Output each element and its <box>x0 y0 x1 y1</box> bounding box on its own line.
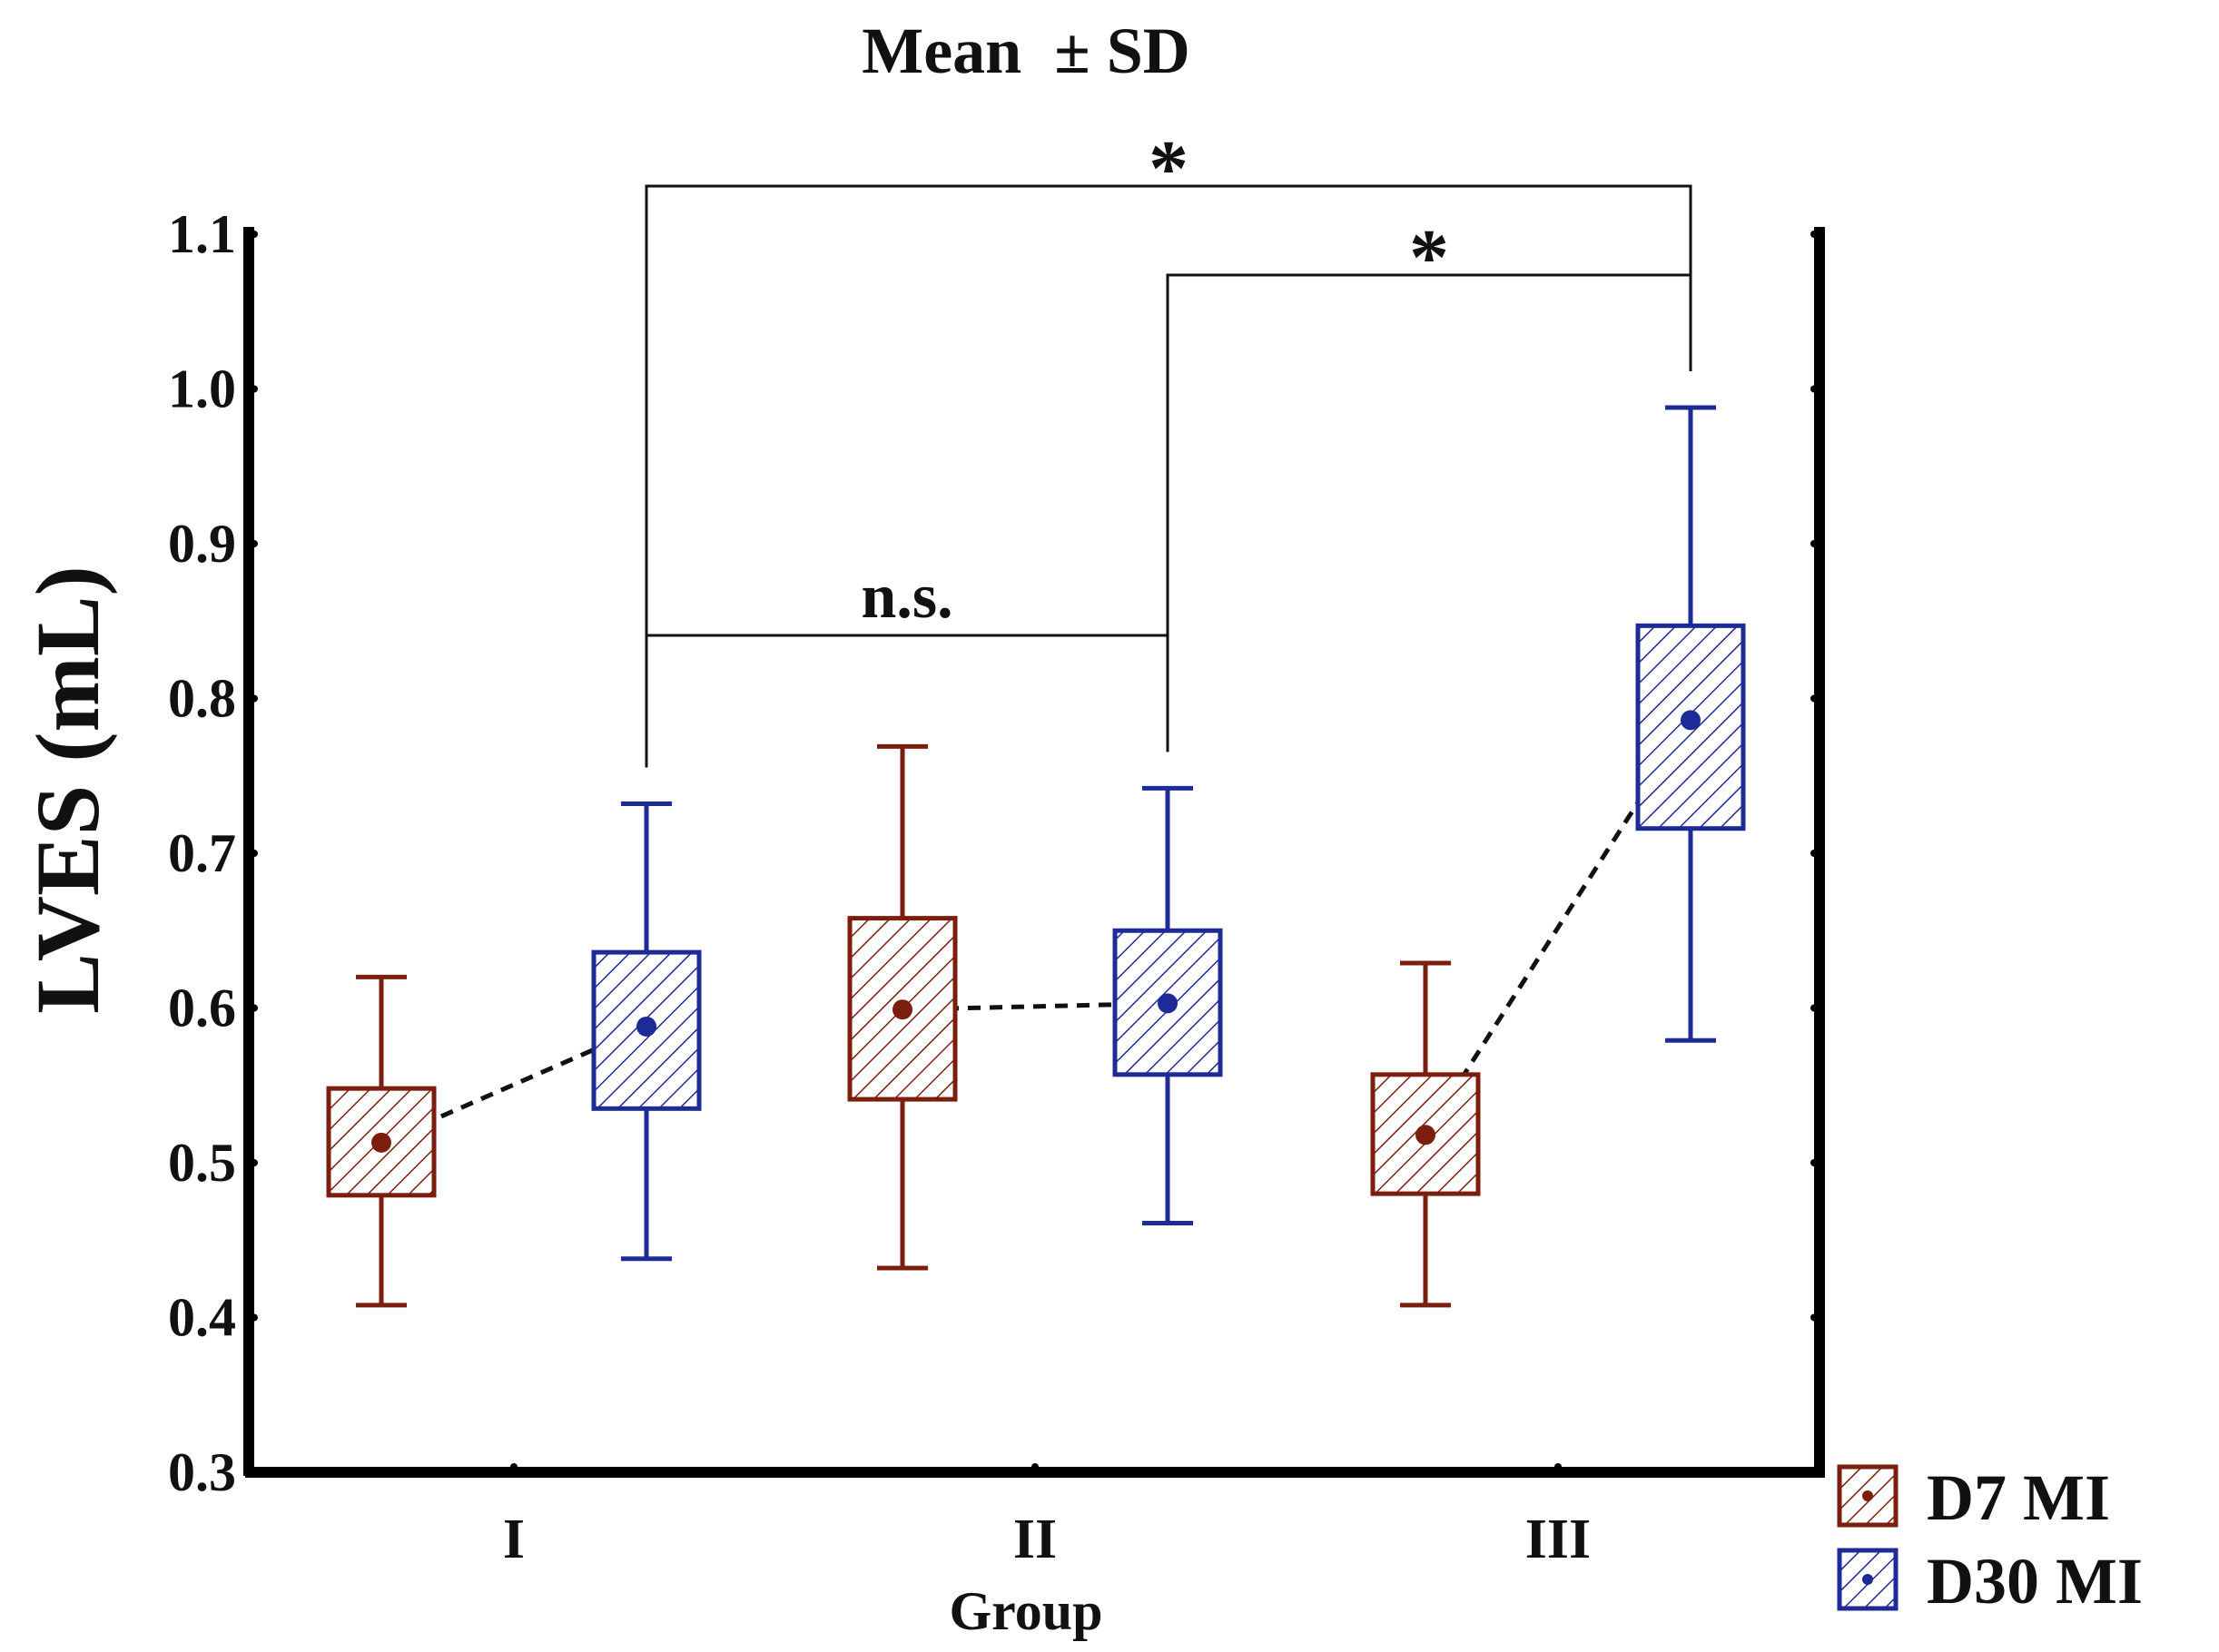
box-d30-mi-II <box>1112 785 1223 1225</box>
y-tick-label: 0.5 <box>168 1133 236 1193</box>
mean-marker <box>893 999 912 1020</box>
legend-label: D7 MI <box>1927 1461 2110 1534</box>
y-tick-mark-right <box>1810 385 1818 393</box>
y-tick-label: 0.8 <box>168 669 236 729</box>
box-d7-mi-II <box>847 743 958 1271</box>
legend-label: D30 MI <box>1927 1545 2143 1618</box>
y-tick-mark <box>251 1004 258 1012</box>
mean-connector-line <box>1423 719 1693 1136</box>
x-tick-label: II <box>1013 1509 1057 1570</box>
y-tick-label: 0.4 <box>168 1288 236 1348</box>
significance-bracket: * <box>1166 214 1692 752</box>
y-tick-label: 0.3 <box>168 1442 236 1502</box>
x-tick-mark <box>1554 1463 1562 1470</box>
box-d7-mi-I <box>326 974 437 1308</box>
mean-marker <box>636 1016 656 1037</box>
x-tick-label: I <box>503 1509 525 1570</box>
legend-swatch-marker <box>1862 1490 1873 1501</box>
y-tick-mark-right <box>1810 694 1818 703</box>
box-d30-mi-III <box>1635 405 1746 1043</box>
y-tick-mark-right <box>1810 1159 1818 1166</box>
x-tick-mark <box>1031 1463 1039 1470</box>
legend-item-d7-mi: D7 MI <box>1837 1461 2110 1534</box>
y-tick-mark <box>251 1159 258 1166</box>
legend-swatch-marker <box>1862 1574 1873 1585</box>
y-tick-mark <box>251 1469 258 1476</box>
box-body <box>326 1086 437 1198</box>
chart-title: Mean ± SD <box>862 15 1190 87</box>
y-tick-label: 0.7 <box>168 823 236 883</box>
y-tick-label: 1.1 <box>168 204 236 264</box>
significance-label: * <box>1149 125 1188 213</box>
box-d7-mi-III <box>1370 960 1481 1308</box>
y-tick-mark <box>251 850 258 857</box>
y-tick-mark-right <box>1810 540 1818 547</box>
y-tick-mark-right <box>1810 850 1818 857</box>
box-d30-mi-I <box>591 801 702 1262</box>
y-tick-mark <box>251 694 258 703</box>
y-axis-label: LVES (mL) <box>17 565 118 1014</box>
y-tick-label: 0.9 <box>168 514 236 574</box>
significance-bracket: n.s. <box>645 562 1169 768</box>
x-tick-mark <box>510 1463 518 1470</box>
y-tick-mark <box>251 231 258 238</box>
y-tick-mark <box>251 540 258 547</box>
y-tick-label: 1.0 <box>168 359 236 419</box>
bracket-line <box>1166 273 1692 752</box>
x-tick-label: III <box>1525 1509 1591 1570</box>
x-axis-label: Group <box>950 1581 1103 1641</box>
y-tick-mark <box>251 385 258 393</box>
significance-label: * <box>1409 214 1449 302</box>
mean-marker <box>371 1132 391 1153</box>
legend-swatch <box>1837 1464 1898 1528</box>
significance-label: n.s. <box>861 562 952 632</box>
legend-item-d30-mi: D30 MI <box>1837 1545 2143 1618</box>
mean-marker <box>1158 993 1178 1014</box>
mean-marker <box>1415 1125 1435 1146</box>
y-tick-mark-right <box>1810 231 1818 238</box>
y-tick-mark-right <box>1810 1469 1818 1476</box>
y-tick-label: 0.6 <box>168 978 236 1038</box>
mean-marker <box>1681 710 1701 731</box>
legend-swatch <box>1837 1548 1898 1611</box>
legend: D7 MI D30 MI <box>1837 1461 2143 1618</box>
y-tick-mark-right <box>1810 1004 1818 1012</box>
y-tick-mark <box>251 1313 258 1322</box>
y-tick-mark-right <box>1810 1313 1818 1322</box>
